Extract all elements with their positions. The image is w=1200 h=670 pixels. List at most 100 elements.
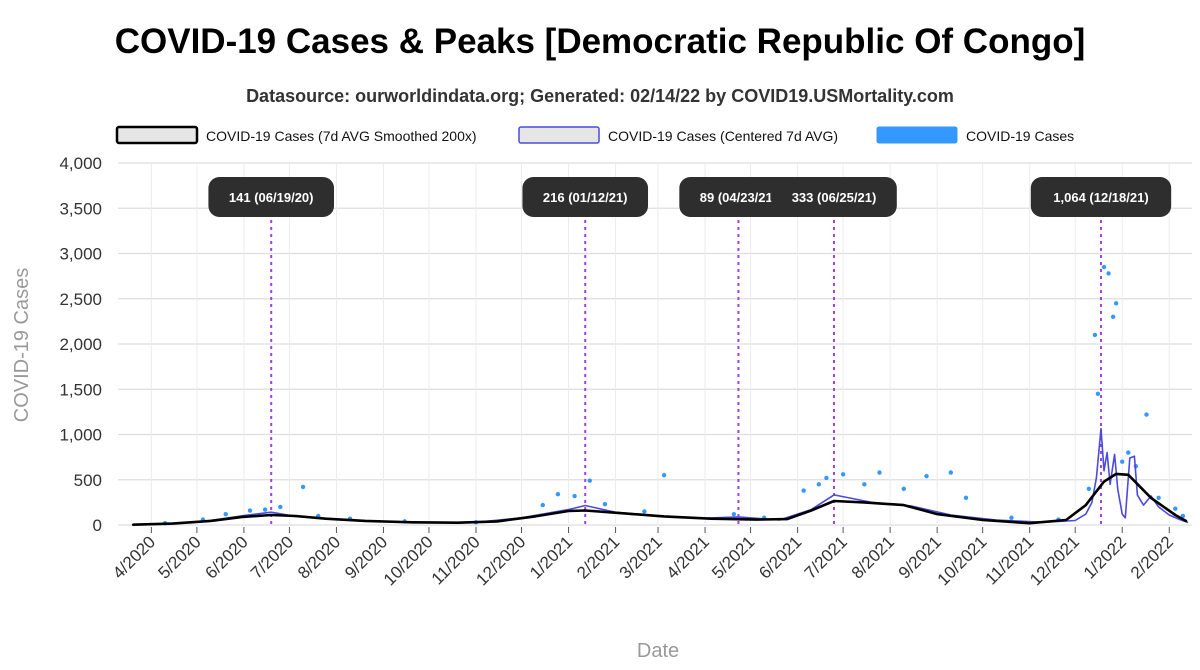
peak-label-text: 89 (04/23/21): [700, 190, 777, 205]
y-tick-label: 4,000: [59, 154, 102, 173]
case-point: [540, 502, 545, 508]
x-tick-label: 10/2020: [380, 532, 437, 589]
case-point: [223, 511, 228, 517]
legend-swatch: [518, 126, 600, 144]
case-point: [824, 475, 829, 481]
x-tick-label: 4/2020: [109, 532, 159, 582]
case-point: [555, 492, 561, 497]
legend-label: COVID-19 Cases (Centered 7d AVG): [608, 128, 838, 144]
y-axis-title: COVID-19 Cases: [11, 268, 33, 423]
peak-label-text: 1,064 (12/18/21): [1053, 190, 1148, 205]
case-point: [1180, 513, 1186, 519]
case-point: [731, 511, 737, 517]
case-point: [572, 493, 577, 499]
x-tick-label: 10/2021: [934, 532, 991, 589]
legend-swatch: [876, 126, 958, 144]
case-point: [1009, 515, 1014, 520]
x-axis: 4/20205/20206/20207/20208/20209/202010/2…: [109, 527, 1177, 589]
case-point: [1144, 412, 1149, 417]
x-tick-label: 8/2020: [294, 532, 344, 582]
x-tick-label: 12/2021: [1026, 532, 1083, 589]
legend-item: COVID-19 Cases (7d AVG Smoothed 200x): [115, 125, 477, 145]
y-tick-label: 1,000: [59, 426, 102, 445]
peak-label-box: [771, 177, 897, 217]
legend-swatch: [115, 125, 199, 145]
case-point: [1092, 332, 1098, 338]
case-point: [1156, 495, 1161, 501]
x-tick-label: 5/2021: [708, 532, 758, 582]
legend-label: COVID-19 Cases: [966, 128, 1074, 144]
peak-label: 1,064 (12/18/21): [1030, 177, 1172, 217]
x-tick-label: 6/2021: [755, 532, 805, 582]
chart-subtitle: Datasource: ourworldindata.org; Generate…: [246, 86, 954, 106]
y-axis: 0 500 1,000 1,500 2,000 2,500 3,000 3,500 4,000: [59, 154, 102, 535]
case-point: [1120, 459, 1125, 464]
y-tick-label: 2,000: [59, 335, 102, 354]
case-point: [1086, 486, 1092, 491]
peak-label: 333 (06/25/21): [771, 177, 897, 217]
x-tick-label: 7/2021: [801, 532, 851, 582]
x-tick-label: 3/2021: [616, 532, 666, 582]
x-tick-label: 7/2020: [247, 532, 297, 582]
x-tick-label: 2/2022: [1127, 532, 1177, 582]
case-point: [924, 473, 929, 479]
case-point: [1113, 301, 1119, 306]
legend-label: COVID-19 Cases (7d AVG Smoothed 200x): [206, 128, 477, 144]
case-point: [1110, 314, 1116, 320]
case-point: [1173, 506, 1178, 511]
x-tick-label: 4/2021: [663, 532, 713, 582]
case-point: [877, 470, 882, 475]
y-tick-label: 1,500: [59, 380, 102, 399]
y-tick-label: 0: [93, 516, 102, 535]
legend-item: COVID-19 Cases: [876, 126, 1074, 144]
x-axis-title: Date: [637, 640, 679, 662]
peak-label-text: 333 (06/25/21): [792, 190, 877, 205]
case-point: [587, 478, 592, 483]
peak-label: 89 (04/23/21): [679, 177, 798, 217]
case-point: [262, 507, 268, 512]
y-tick-label: 2,500: [59, 290, 102, 309]
case-point: [948, 470, 954, 475]
series-smoothed-line: [131, 472, 1188, 526]
case-point: [1126, 450, 1131, 455]
case-point: [661, 473, 667, 478]
peak-labels: 141 (06/19/20) 216 (01/12/21) 89 (04/23/21…: [208, 177, 1172, 217]
case-point: [602, 501, 608, 507]
case-point: [801, 488, 806, 493]
x-tick-label: 1/2022: [1080, 532, 1130, 582]
peak-lines: [270, 178, 1102, 525]
x-tick-label: 6/2020: [202, 532, 252, 582]
case-point: [278, 504, 283, 510]
case-point: [642, 509, 647, 514]
peak-label-box: [679, 177, 798, 217]
case-point: [247, 508, 253, 513]
peak-label-box: [522, 177, 649, 217]
peak-label: 141 (06/19/20): [208, 177, 335, 217]
grid: [118, 162, 1192, 526]
chart-title: COVID-19 Cases & Peaks [Democratic Repub…: [114, 22, 1086, 61]
case-point: [1101, 264, 1107, 270]
y-tick-label: 500: [74, 471, 102, 490]
case-point: [862, 482, 867, 487]
x-tick-label: 12/2020: [472, 532, 529, 589]
case-point: [1106, 271, 1111, 276]
case-point: [816, 482, 822, 487]
case-point: [1095, 391, 1101, 396]
x-tick-label: 1/2021: [526, 532, 576, 582]
peak-label-text: 141 (06/19/20): [229, 190, 314, 205]
case-point: [963, 495, 969, 501]
peak-label-box: [208, 177, 335, 217]
y-tick-label: 3,000: [59, 245, 102, 264]
peak-label-text: 216 (01/12/21): [543, 190, 628, 205]
x-tick-label: 8/2021: [848, 532, 898, 582]
peak-label: 216 (01/12/21): [522, 177, 649, 217]
case-point: [300, 484, 306, 490]
legend: COVID-19 Cases (7d AVG Smoothed 200x) COV…: [115, 125, 1074, 145]
peak-label-box: [1030, 177, 1172, 217]
series-layer: [131, 264, 1189, 526]
legend-item: COVID-19 Cases (Centered 7d AVG): [518, 126, 838, 144]
case-point: [840, 472, 846, 477]
x-tick-label: 2/2021: [573, 532, 623, 582]
y-tick-label: 3,500: [59, 199, 102, 218]
